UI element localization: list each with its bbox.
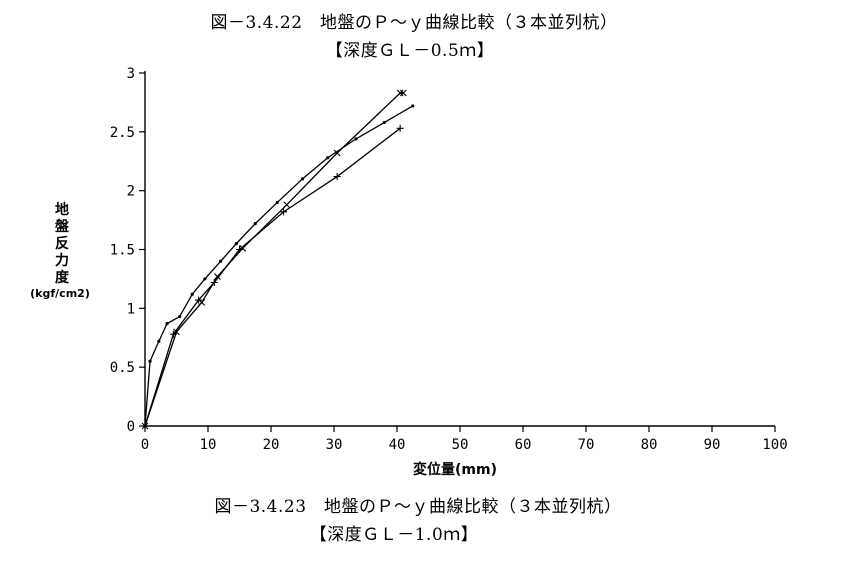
data-point-plus: [141, 422, 149, 430]
data-point: [382, 120, 386, 125]
y-axis-label-char: 力: [55, 252, 69, 269]
series-line-1: [144, 105, 414, 427]
figure-caption-bottom: 図－3.4.23 地盤のＰ～ｙ曲線比較（３本並列杭）: [214, 497, 622, 517]
data-point-x: [396, 89, 404, 97]
y-tick-label: 1: [127, 301, 135, 317]
data-point-x: [399, 89, 407, 97]
x-tick-label: 30: [326, 437, 343, 453]
data-point-plus: [333, 173, 341, 181]
data-point-plus: [169, 330, 177, 338]
y-tick-label: 1.5: [110, 243, 135, 259]
data-point-x: [214, 273, 221, 280]
data-point: [354, 137, 358, 141]
x-tick-label: 60: [515, 437, 532, 453]
x-tick-label: 90: [704, 437, 721, 453]
chart-axes: 00.511.522.530 10 20 30 40 50 60 70 80 90 100: [110, 66, 788, 453]
data-point-plus: [195, 296, 203, 304]
x-tick-label: 50: [452, 437, 469, 453]
data-point: [178, 314, 182, 319]
data-point: [300, 177, 305, 181]
x-tick-label: 70: [578, 437, 595, 453]
data-point-plus: [280, 208, 288, 216]
data-point: [157, 339, 161, 343]
data-point: [234, 242, 238, 246]
y-axis-label-char: 反: [55, 235, 69, 252]
data-point-plus: [236, 246, 243, 253]
figure-caption-top: 図－3.4.22 地盤のＰ～ｙ曲線比較（３本並列杭）: [210, 13, 618, 33]
data-point: [275, 200, 279, 205]
x-axis-label: 変位量(mm): [413, 461, 497, 478]
y-tick-label: 2: [127, 184, 135, 200]
series-line-2: [144, 92, 404, 427]
data-point-x: [283, 201, 291, 209]
y-tick-label: 3: [127, 66, 135, 82]
figure-subcaption-top: 【深度ＧＬ－0.5ｍ】: [325, 41, 495, 61]
plot-area: [141, 89, 415, 430]
data-point: [326, 156, 330, 160]
x-tick-label: 40: [389, 437, 406, 453]
data-point-x: [333, 149, 341, 157]
x-tick-label: 10: [200, 437, 217, 453]
figure-subcaption-bottom: 【深度ＧＬ－1.0ｍ】: [309, 525, 479, 545]
data-point-plus: [210, 278, 218, 286]
data-point: [411, 104, 415, 108]
data-point-x: [239, 244, 247, 252]
x-tick-label: 20: [263, 437, 280, 453]
data-point-plus: [396, 124, 404, 132]
x-tick-label: 80: [641, 437, 658, 453]
y-axis-label-char: 地: [55, 201, 69, 218]
y-tick-label: 0: [127, 419, 135, 435]
y-tick-label: 0.5: [110, 360, 135, 376]
series-line-3: [144, 127, 401, 427]
data-point: [190, 292, 194, 296]
y-tick-label: 2.5: [110, 125, 135, 141]
x-tick-label: 0: [141, 437, 149, 453]
data-point: [203, 277, 207, 281]
y-axis-unit: (kgf/cm2): [30, 287, 90, 300]
data-point: [219, 259, 223, 263]
x-tick-label: 100: [762, 437, 787, 453]
y-axis-label-char: 度: [55, 269, 70, 286]
y-axis-label-char: 盤: [55, 218, 70, 235]
data-point: [253, 222, 257, 226]
data-point: [165, 322, 169, 326]
data-point: [148, 359, 152, 363]
